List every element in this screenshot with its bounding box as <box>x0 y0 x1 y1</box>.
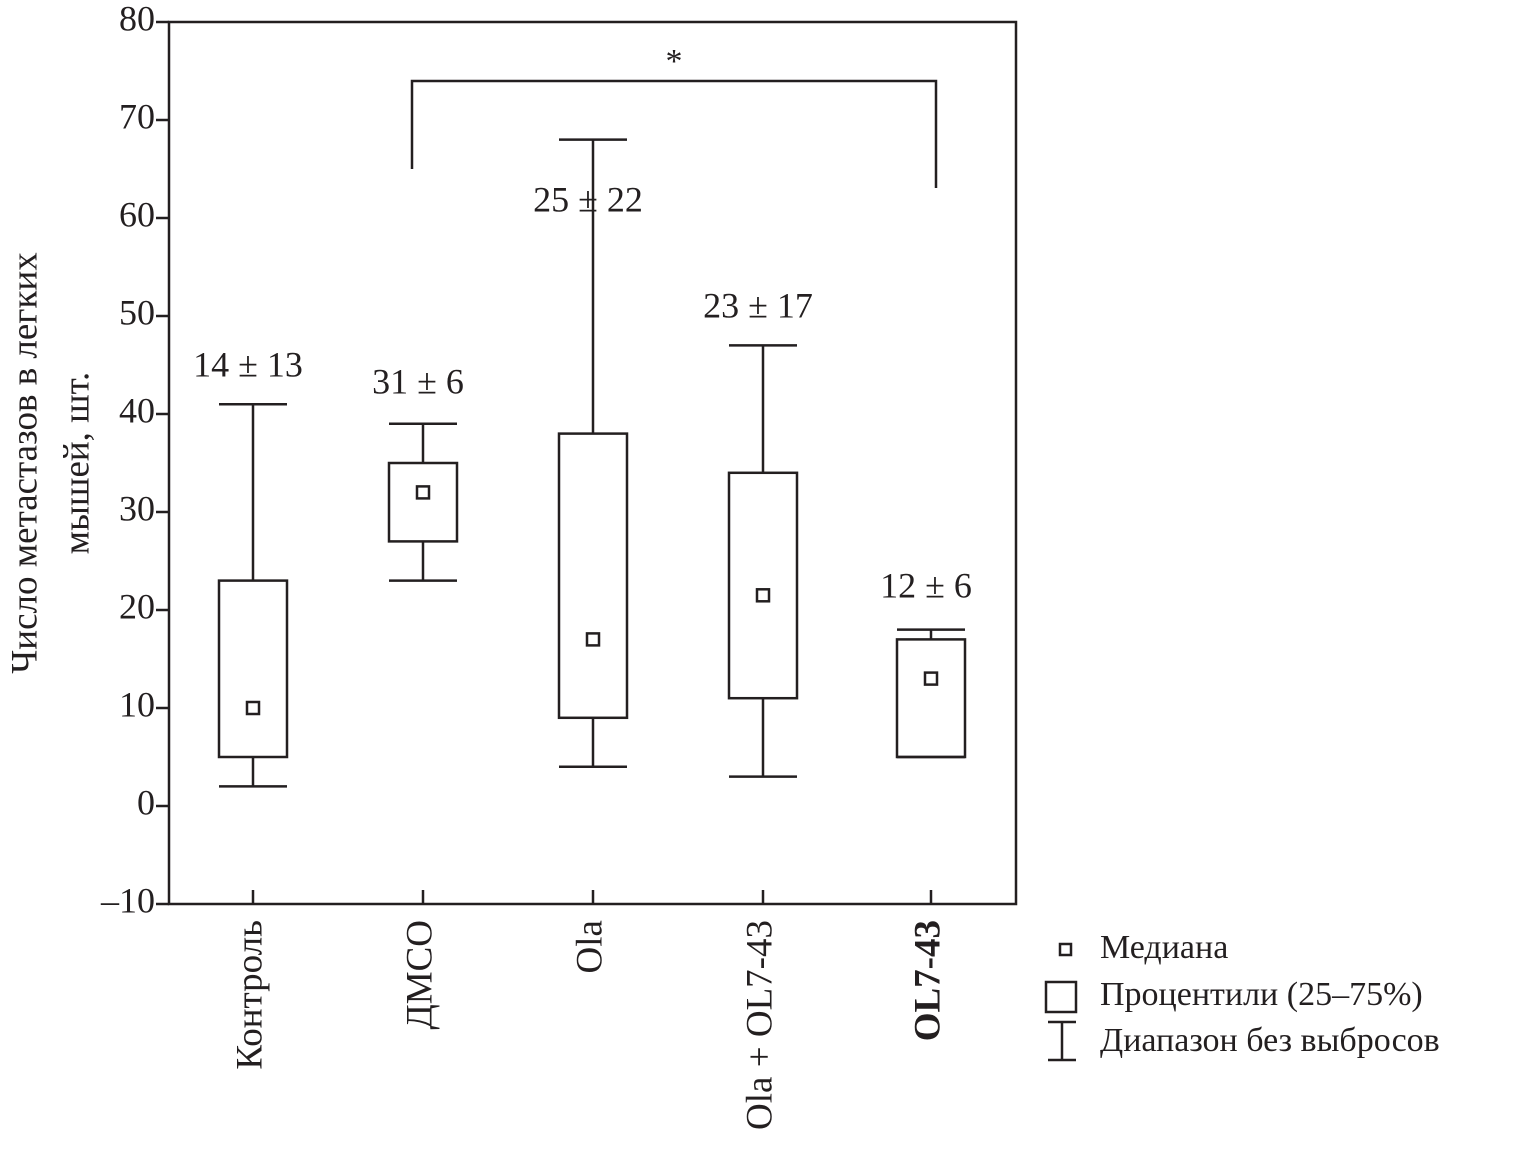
y-axis-label: Число метастазов в легких <box>4 252 45 674</box>
y-tick-label: 30 <box>119 488 155 528</box>
y-tick-label: 60 <box>119 194 155 234</box>
median-marker <box>245 700 261 716</box>
box <box>727 471 799 700</box>
legend: Медиана Процентили (25–75%) Диапазон без… <box>1044 929 1440 1062</box>
annotation: 25 ± 22 <box>533 179 643 219</box>
x-tick-label: Контроль <box>229 920 270 1070</box>
annotation: 23 ± 17 <box>703 285 813 325</box>
median-marker <box>585 632 601 647</box>
significance-bracket <box>410 79 938 188</box>
annotation: 31 ± 6 <box>372 361 464 401</box>
legend-label: Диапазон без выбросов <box>1100 1022 1440 1059</box>
legend-whisker-icon <box>1048 1020 1076 1062</box>
median-marker <box>923 671 939 686</box>
x-tick-label: Ola + OL7-43 <box>739 920 780 1130</box>
box <box>895 638 967 759</box>
x-tick-label: OL7-43 <box>907 920 948 1041</box>
significance-mark: * <box>666 43 683 80</box>
y-tick-label: 20 <box>119 586 155 626</box>
annotation: 12 ± 6 <box>880 565 972 605</box>
legend-median-icon <box>1058 942 1073 957</box>
y-tick-label: 50 <box>119 292 155 332</box>
y-tick-label: 0 <box>137 782 155 822</box>
box <box>557 432 629 720</box>
annotation: 14 ± 13 <box>193 344 303 384</box>
legend-label: Процентили (25–75%) <box>1100 976 1423 1013</box>
box <box>387 461 459 543</box>
median-marker <box>415 485 431 500</box>
box <box>217 579 289 759</box>
y-axis-label: мышей, шт. <box>56 372 97 555</box>
x-tick-label: Ola <box>569 920 610 973</box>
legend-box-icon <box>1044 980 1078 1014</box>
y-tick-label: 40 <box>119 390 155 430</box>
y-tick-label: 10 <box>119 684 155 724</box>
y-tick-label: 80 <box>119 0 155 38</box>
legend-label: Медиана <box>1100 929 1228 966</box>
y-tick-label: –10 <box>100 880 155 920</box>
x-tick-label: ДМСО <box>399 920 440 1030</box>
y-tick-label: 70 <box>119 96 155 136</box>
median-marker <box>755 588 771 603</box>
